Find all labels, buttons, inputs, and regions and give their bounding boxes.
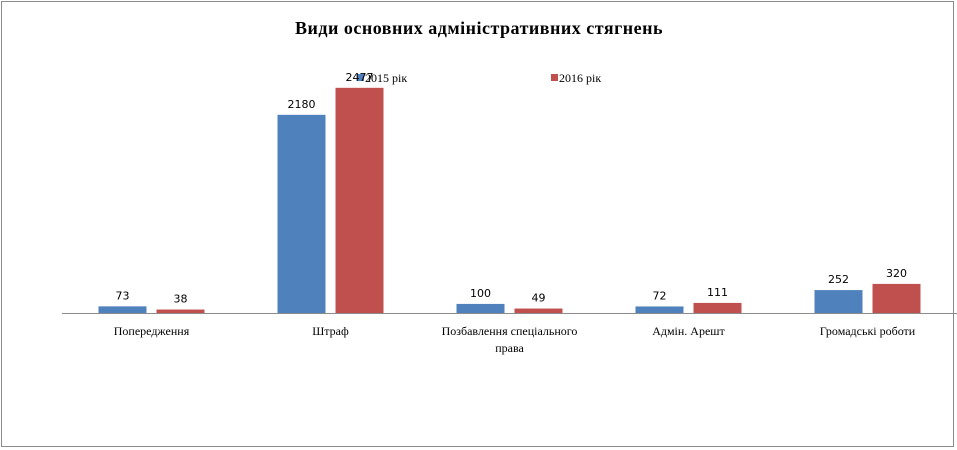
bar-2-4 bbox=[693, 302, 742, 313]
category-label-2: Штраф bbox=[312, 324, 349, 338]
data-label-1-2: 2180 bbox=[288, 98, 316, 111]
bar-2-1 bbox=[156, 309, 205, 313]
data-label-2-3: 49 bbox=[532, 292, 546, 305]
data-label-1-5: 252 bbox=[828, 273, 849, 286]
bar-1-5 bbox=[814, 290, 863, 313]
legend-label-1: 2015 рік bbox=[365, 71, 407, 85]
bar-1-3 bbox=[456, 303, 505, 313]
bar-2-3 bbox=[514, 308, 563, 313]
bar-2-5 bbox=[872, 283, 921, 313]
legend: 2015 рік 2016 рік bbox=[357, 71, 601, 85]
legend-swatch-1 bbox=[357, 74, 364, 81]
data-label-2-2: 2477 bbox=[346, 71, 374, 84]
data-label-2-5: 320 bbox=[886, 267, 907, 280]
data-label-2-4: 111 bbox=[707, 286, 728, 299]
data-label-1-1: 73 bbox=[116, 289, 130, 302]
data-label-1-3: 100 bbox=[470, 287, 491, 300]
bar-1-1 bbox=[98, 306, 147, 313]
category-label-4: Адмін. Арешт bbox=[652, 324, 725, 338]
chart-title: Види основних адміністративних стягнень bbox=[295, 18, 663, 38]
data-label-2-1: 38 bbox=[174, 293, 188, 306]
plot-area: 73 38 Попередження 2180 2477 Штраф 100 49 Позбав… bbox=[62, 71, 957, 355]
bar-1-2 bbox=[277, 114, 326, 314]
category-label-5: Громадські роботи bbox=[820, 324, 916, 338]
bar-2-2 bbox=[335, 87, 384, 314]
legend-label-2: 2016 рік bbox=[559, 71, 601, 85]
data-label-1-4: 72 bbox=[653, 289, 667, 302]
legend-swatch-2 bbox=[551, 74, 558, 81]
bar-1-4 bbox=[635, 306, 684, 313]
category-label-3-line-2: права bbox=[495, 341, 524, 355]
category-label-3-line-1: Позбавлення спеціального bbox=[442, 324, 578, 338]
category-label-1: Попередження bbox=[114, 324, 190, 338]
